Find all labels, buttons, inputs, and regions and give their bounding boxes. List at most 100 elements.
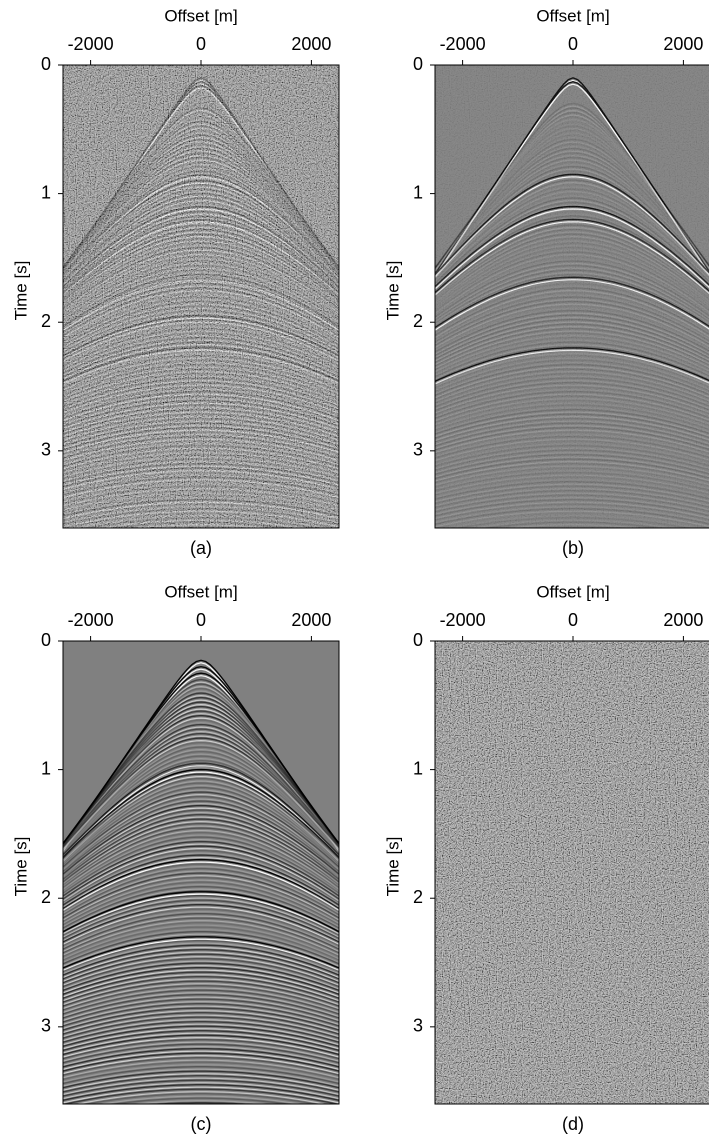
- event: [63, 834, 339, 893]
- caption: (c): [191, 1114, 212, 1134]
- panel: -2000 0 2000 Offset [m] 0 1 2 3 Time [s] (c): [11, 582, 340, 1134]
- x-axis-label: Offset [m]: [536, 582, 609, 601]
- seismic-image: [63, 641, 339, 1104]
- x-axis-label: Offset [m]: [164, 6, 237, 25]
- event: [63, 885, 339, 929]
- event: [63, 922, 339, 958]
- event: [63, 1066, 339, 1085]
- event: [63, 1025, 339, 1047]
- event: [74, 1091, 328, 1104]
- event: [109, 1097, 293, 1104]
- event: [63, 949, 339, 980]
- event: [63, 897, 339, 938]
- event: [63, 881, 339, 926]
- event: [63, 980, 339, 1007]
- event: [63, 825, 339, 888]
- y-axis-label: Time [s]: [383, 261, 402, 321]
- event: [63, 746, 339, 851]
- event: [63, 843, 339, 899]
- event: [63, 861, 339, 912]
- event: [63, 865, 339, 915]
- event: [63, 854, 339, 906]
- event: [63, 867, 339, 916]
- event: [63, 915, 339, 953]
- event: [63, 874, 339, 921]
- y-tick-label: 3: [413, 440, 423, 460]
- event: [63, 1084, 339, 1101]
- event: [63, 795, 339, 870]
- event: [63, 931, 339, 965]
- panel: -2000 0 2000 Offset [m] 0 1 2 3 Time [s] (a): [11, 6, 340, 558]
- event: [63, 762, 339, 856]
- x-tick-label: -2000: [68, 610, 114, 630]
- event: [63, 1052, 339, 1072]
- event: [63, 705, 339, 844]
- event: [63, 710, 339, 845]
- event: [63, 1030, 339, 1052]
- event: [63, 985, 339, 1011]
- event: [63, 938, 339, 971]
- event: [63, 920, 339, 956]
- event: [63, 741, 339, 850]
- event: [63, 845, 339, 900]
- event: [63, 744, 339, 852]
- event: [63, 1041, 339, 1062]
- event: [63, 723, 339, 846]
- y-tick-label: 1: [41, 182, 51, 202]
- event: [63, 1012, 339, 1035]
- event: [63, 863, 339, 912]
- x-tick-label: 2000: [663, 610, 703, 630]
- x-tick-label: 0: [568, 610, 578, 630]
- event: [63, 811, 339, 880]
- y-tick-label: 3: [41, 440, 51, 460]
- event: [63, 852, 339, 905]
- event: [63, 764, 339, 856]
- event: [63, 983, 339, 1010]
- event: [63, 831, 339, 891]
- caption: (b): [562, 538, 584, 558]
- event: [63, 872, 339, 919]
- event: [63, 936, 339, 969]
- event: [63, 906, 339, 945]
- event: [63, 678, 339, 846]
- x-tick-label: -2000: [68, 34, 114, 54]
- event: [63, 791, 339, 868]
- event: [63, 737, 339, 848]
- panel: -2000 0 2000 Offset [m] 0 1 2 3 Time [s] (d): [383, 582, 709, 1134]
- event: [63, 1048, 339, 1068]
- event: [63, 935, 339, 969]
- event: [63, 926, 339, 961]
- event: [63, 766, 339, 859]
- noise: [435, 641, 709, 1104]
- x-tick-label: 2000: [291, 34, 331, 54]
- y-tick-label: 1: [413, 182, 423, 202]
- event: [63, 712, 339, 847]
- y-tick-label: 0: [41, 630, 51, 650]
- event: [63, 967, 339, 995]
- event: [63, 798, 339, 873]
- event: [63, 976, 339, 1003]
- noise: [435, 65, 709, 528]
- event: [63, 780, 339, 864]
- event: [63, 893, 339, 935]
- x-tick-label: 2000: [291, 610, 331, 630]
- event: [63, 1082, 339, 1100]
- event: [63, 782, 339, 864]
- event: [63, 1005, 339, 1030]
- event: [63, 813, 339, 880]
- event: [63, 958, 339, 988]
- event: [63, 807, 339, 878]
- event: [63, 726, 339, 848]
- event: [63, 1001, 339, 1026]
- event: [63, 911, 339, 949]
- event: [63, 748, 339, 853]
- event: [63, 822, 339, 886]
- y-axis-label: Time [s]: [383, 837, 402, 897]
- event: [63, 953, 339, 984]
- event: [63, 888, 339, 931]
- event: [63, 1010, 339, 1034]
- event: [63, 902, 339, 942]
- event: [63, 701, 339, 844]
- event: [63, 818, 339, 883]
- event: [63, 786, 339, 866]
